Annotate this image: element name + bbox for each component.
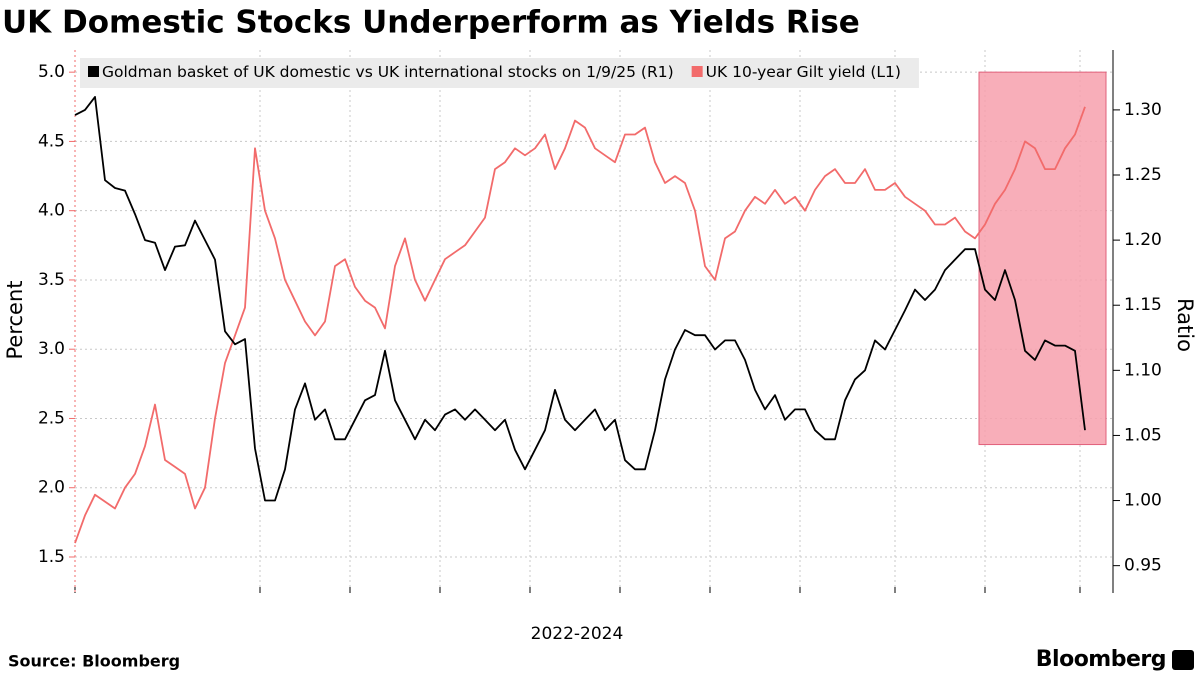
y-tick-label: 3.5: [38, 270, 65, 290]
y2-tick-label: 1.05: [1124, 425, 1162, 445]
y2-tick-label: 1.15: [1124, 295, 1162, 315]
y-tick-label: 2.0: [38, 478, 65, 498]
legend: Goldman basket of UK domestic vs UK inte…: [80, 58, 919, 88]
legend-box: [80, 58, 919, 88]
y2-tick-label: 1.30: [1124, 100, 1162, 120]
series-line: [74, 96, 1086, 502]
legend-label: UK 10-year Gilt yield (L1): [706, 63, 901, 81]
y-axis-label: Percent: [3, 280, 27, 359]
y-tick-label: 4.0: [38, 201, 65, 221]
brand: Bloomberg: [1036, 647, 1166, 672]
highlight: [978, 71, 1107, 446]
y-tick-label: 5.0: [38, 62, 65, 82]
x-axis-label: 2022-2024: [531, 624, 624, 644]
legend-label: Goldman basket of UK domestic vs UK inte…: [102, 63, 674, 81]
legend-swatch: [691, 66, 703, 77]
y2-axis-label: Ratio: [1173, 298, 1197, 352]
y2-tick-label: 1.10: [1124, 360, 1162, 380]
y2-tick-label: 1.25: [1124, 165, 1162, 185]
y2-tick-label: 1.00: [1124, 491, 1162, 511]
source: Source: Bloomberg: [8, 652, 180, 671]
brand-icon: [1172, 650, 1194, 670]
series-line: [74, 106, 1086, 544]
legend-swatch: [88, 66, 99, 77]
y-tick-label: 4.5: [38, 131, 65, 151]
y2-tick-label: 1.20: [1124, 230, 1162, 250]
y-tick-label: 3.0: [38, 339, 65, 359]
y-tick-label: 2.5: [38, 408, 65, 428]
y-tick-label: 1.5: [38, 547, 65, 567]
chart-title: UK Domestic Stocks Underperform as Yield…: [2, 5, 860, 41]
y2-tick-label: 0.95: [1124, 556, 1162, 576]
